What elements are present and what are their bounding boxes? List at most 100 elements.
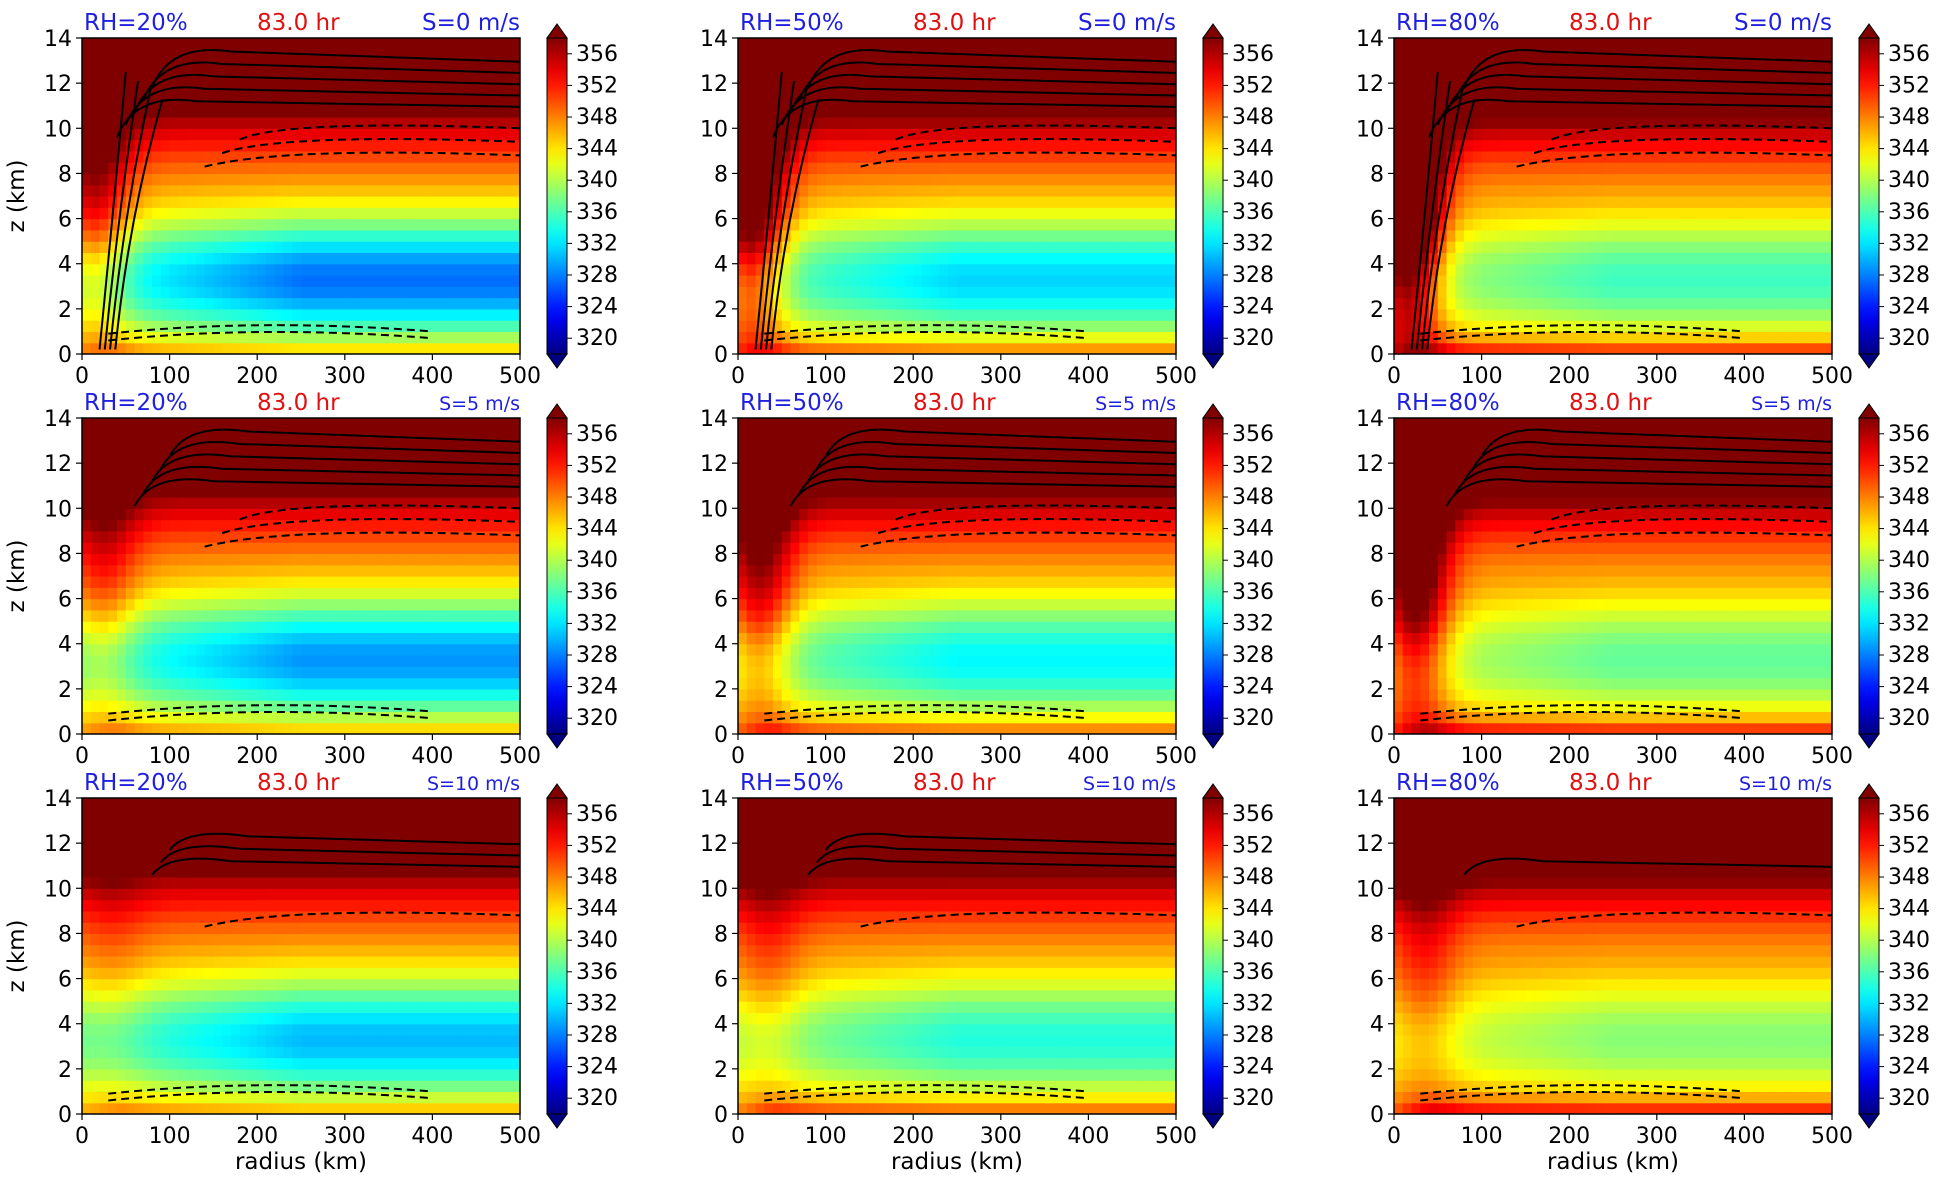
colorbar-tick-label: 320 [576, 326, 618, 351]
colorbar-tick-label: 340 [1888, 168, 1930, 193]
y-tick-label: 14 [700, 787, 728, 812]
contour-line-dashed [1420, 324, 1745, 335]
heatmap-field [82, 798, 520, 1114]
contour-line [168, 832, 520, 851]
colorbar-tick-label: 328 [1232, 1023, 1274, 1048]
colorbar-min-extend [546, 733, 568, 749]
colorbar-tick-label: 328 [576, 643, 618, 668]
contour-line-dashed [1420, 704, 1745, 715]
y-tick-label: 6 [58, 208, 72, 233]
y-tick-label: 8 [1370, 922, 1384, 947]
contour-line-dashed [221, 138, 520, 155]
x-tick-label: 500 [1811, 1124, 1853, 1149]
axes-frame [1393, 797, 1833, 1115]
y-tick-label: 8 [714, 162, 728, 187]
contour-line-dashed [108, 704, 433, 715]
colorbar-max-extend [1858, 23, 1880, 39]
x-tick-label: 300 [324, 744, 366, 769]
x-tick-label: 500 [1811, 364, 1853, 389]
x-tick-label: 400 [411, 364, 453, 389]
contour-line [1471, 441, 1832, 470]
colorbar-tick-label: 344 [1888, 137, 1930, 162]
contour-line [770, 98, 820, 350]
panel-rh-label: RH=50% [740, 770, 844, 796]
contour-line-dashed [1516, 151, 1832, 168]
x-tick-label: 500 [499, 364, 541, 389]
colorbar-tick-label: 320 [576, 706, 618, 731]
contour-line [1445, 478, 1832, 507]
y-axis-label: z (km) [4, 539, 30, 612]
colorbar-tick-label: 324 [1888, 1055, 1930, 1080]
contour-line [142, 61, 520, 101]
y-tick-label: 4 [714, 253, 728, 278]
colorbar-tick-label: 356 [1888, 422, 1930, 447]
panel-shear-label: S=5 m/s [1095, 393, 1176, 415]
y-tick-label: 0 [58, 1103, 72, 1128]
panel-shear-label: S=10 m/s [427, 773, 520, 795]
x-tick-label: 0 [731, 744, 745, 769]
y-tick-label: 8 [714, 542, 728, 567]
colorbar-tick-label: 352 [576, 833, 618, 858]
contour-line-dashed [860, 151, 1176, 168]
heatmap-field [738, 418, 1176, 734]
panel-shear-label: S=10 m/s [1083, 773, 1176, 795]
contour-line-dashed [764, 1090, 1089, 1102]
x-tick-label: 300 [980, 364, 1022, 389]
colorbar-tick-label: 324 [1888, 295, 1930, 320]
colorbar-tick-label: 348 [1232, 865, 1274, 890]
x-tick-label: 300 [324, 364, 366, 389]
contour-line [772, 98, 1176, 138]
contour-line-dashed [108, 1084, 433, 1095]
y-tick-label: 4 [58, 1013, 72, 1038]
contour-line-dashed [108, 1090, 433, 1102]
colorbar-tick-label: 336 [1888, 960, 1930, 985]
contour-line-dashed [221, 518, 520, 535]
axes-frame [81, 417, 521, 735]
panel-rh-label: RH=80% [1396, 770, 1500, 796]
panel-shear-label: S=0 m/s [422, 10, 520, 36]
heatmap-field [738, 798, 1176, 1114]
y-tick-label: 0 [714, 1103, 728, 1128]
panel-4: 0 100 200 300 400 500 0 2 4 6 8 10 12 14 z (km) RH=20% 8… [4, 390, 541, 769]
y-tick-label: 12 [700, 72, 728, 97]
x-tick-label: 200 [236, 744, 278, 769]
colorbar-tick-label: 344 [576, 897, 618, 922]
colorbar-bar [1858, 797, 1880, 1115]
contour-line [759, 80, 796, 350]
contour-line-dashed [1533, 138, 1832, 155]
y-tick-label: 4 [714, 1013, 728, 1038]
colorbar-tick-label: 328 [1232, 263, 1274, 288]
colorbar-tick-label: 324 [1232, 295, 1274, 320]
colorbar-tick-label: 344 [576, 517, 618, 542]
y-axis-label: z (km) [4, 159, 30, 232]
x-tick-label: 200 [892, 744, 934, 769]
colorbar-tick-label: 356 [576, 422, 618, 447]
x-tick-label: 500 [1811, 744, 1853, 769]
x-tick-label: 0 [1387, 364, 1401, 389]
x-tick-label: 200 [1548, 1124, 1590, 1149]
colorbar-tick-label: 356 [1232, 42, 1274, 67]
panel-rh-label: RH=50% [740, 10, 844, 36]
contour-line [1454, 61, 1832, 101]
contour-line [159, 441, 520, 470]
y-tick-label: 2 [58, 298, 72, 323]
contour-line [168, 428, 520, 457]
colorbar-bar [1202, 797, 1224, 1115]
y-tick-label: 12 [1356, 832, 1384, 857]
colorbar-min-extend [1202, 733, 1224, 749]
colorbar-tick-label: 348 [576, 485, 618, 510]
x-tick-label: 100 [805, 744, 847, 769]
panel-shear-label: S=0 m/s [1734, 10, 1832, 36]
x-tick-label: 500 [1155, 1124, 1197, 1149]
contour-line [1426, 98, 1476, 350]
heatmap-field [1394, 798, 1832, 1114]
colorbar-bar [1202, 37, 1224, 355]
contour-line [109, 89, 152, 350]
y-tick-label: 10 [44, 877, 72, 902]
colorbar-tick-label: 332 [576, 231, 618, 256]
panel-time-label: 83.0 hr [1569, 390, 1652, 416]
colorbar-tick-label: 340 [576, 548, 618, 573]
y-tick-label: 8 [1370, 162, 1384, 187]
colorbar-tick-label: 336 [576, 580, 618, 605]
contour-line [116, 98, 520, 138]
